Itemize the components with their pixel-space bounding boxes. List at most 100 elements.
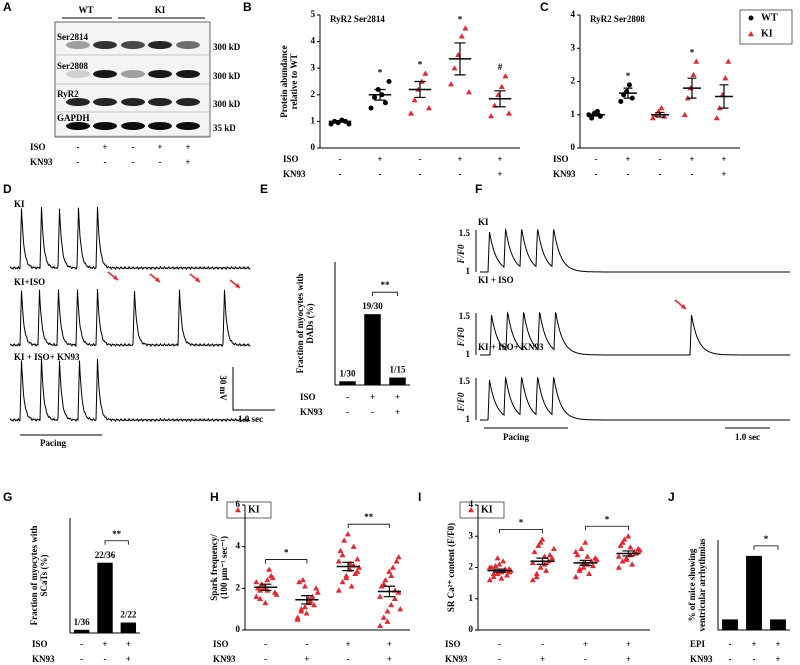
blot-row-label: Ser2808 [57,61,88,71]
y-tick-label: 4 [571,9,576,19]
condition-value: - [159,157,162,167]
point [594,108,600,114]
point [619,558,626,564]
condition-value: + [126,654,131,664]
condition-value: - [80,639,83,649]
condition-value: - [346,392,349,402]
y-axis-label: relative to WT [289,54,299,110]
point [486,577,493,583]
trace-label: KI [478,217,489,227]
point [593,556,600,562]
bracket [499,528,543,534]
trace-tick: 1.5 [459,376,471,386]
y-tick-label: 2 [311,89,316,99]
condition-value: - [132,157,135,167]
point [649,115,656,121]
point [388,572,395,579]
bracket [104,540,129,545]
condition-value: + [102,639,107,649]
band [93,122,117,130]
condition-label: KN93 [213,654,236,664]
condition-value: - [371,407,374,417]
bar [120,622,137,633]
value-label: 19/30 [362,301,383,311]
condition-value: + [370,392,375,402]
point [500,558,507,564]
y-tick-label: 3 [571,42,576,52]
point [372,94,378,100]
condition-value: + [583,639,588,649]
error-bar [334,120,346,123]
panel-letter: H [210,490,219,504]
point [574,552,581,558]
pacing-label: Pacing [40,438,66,448]
point [589,115,595,121]
legend-swatch [748,31,754,37]
condition-value: - [339,169,342,179]
point [618,98,624,104]
trace-tick: 1 [466,266,471,276]
size-label: 300 kD [213,99,241,109]
point [623,556,630,562]
point [547,552,554,558]
y-tick-label: 5 [311,9,316,19]
point [458,33,465,39]
band [176,70,200,78]
point [388,602,395,608]
point [572,573,579,580]
y-tick-label: 4 [236,541,241,551]
bar [97,562,113,633]
bar [746,555,762,630]
point [386,79,392,84]
condition-value: + [102,142,107,152]
point [636,547,643,553]
point [496,561,503,567]
band [66,70,90,78]
y-tick-label: 1 [469,593,474,603]
point [448,81,454,87]
y-tick-label: 1 [311,115,316,125]
point [422,70,429,76]
point [393,558,400,564]
point [494,555,501,561]
condition-value: - [659,169,662,179]
condition-label: KN93 [30,157,53,167]
y-tick-label: 0 [311,142,316,152]
band [121,70,145,78]
trace [480,311,790,356]
arrow-head [235,283,240,288]
condition-value: + [457,154,462,164]
trace-tick: 1.5 [459,311,471,321]
group-label: WT [78,5,93,15]
value-label: 2/22 [120,610,137,620]
error-bar [655,111,665,118]
point [576,566,583,572]
y-axis-label: % of mice showing [687,548,697,621]
point [313,585,320,591]
point [658,105,665,111]
point [681,111,688,117]
point [266,566,273,572]
point [533,570,540,576]
point [346,121,352,127]
point [506,110,512,116]
bar [364,314,381,385]
condition-value: - [80,654,83,664]
trace [9,358,251,423]
condition-value: + [395,407,400,417]
point [380,581,387,587]
point [502,73,509,79]
bar [722,619,738,630]
point [253,593,260,599]
significance: * [764,534,769,544]
condition-label: ISO [300,392,316,402]
blot-row-label: RyR2 [57,89,79,99]
point [384,618,391,624]
point [382,100,388,106]
point [490,573,497,580]
significance: * [626,71,631,81]
error-bar [301,595,313,605]
condition-value: + [346,639,351,649]
point [339,552,346,558]
